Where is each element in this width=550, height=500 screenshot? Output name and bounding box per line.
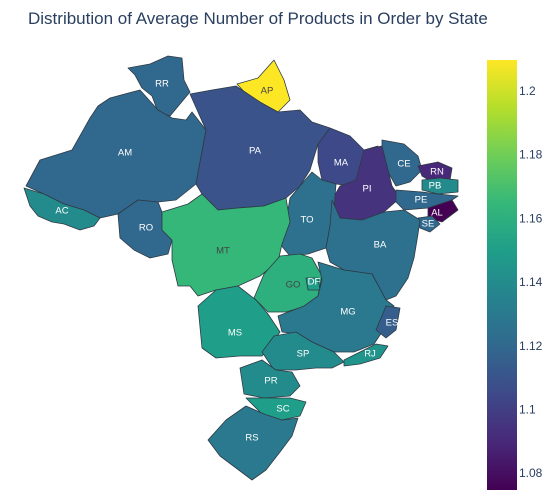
colorbar-tick-label: 1.18 — [519, 148, 543, 162]
state-label-sc: SC — [276, 404, 289, 415]
chart-title: Distribution of Average Number of Produc… — [28, 9, 488, 28]
state-pr[interactable] — [239, 359, 301, 399]
state-label-rr: RR — [155, 79, 169, 90]
state-es[interactable] — [375, 305, 401, 339]
state-label-ms: MS — [228, 328, 242, 339]
state-label-es: ES — [386, 318, 399, 329]
colorbar-tick-label: 1.12 — [519, 339, 543, 353]
state-label-pb: PB — [429, 181, 442, 192]
state-ac[interactable] — [23, 187, 101, 231]
state-ba[interactable] — [325, 199, 421, 301]
state-label-sp: SP — [297, 349, 310, 360]
state-label-ma: MA — [334, 158, 349, 169]
state-label-pr: PR — [264, 376, 277, 387]
state-label-al: AL — [431, 208, 443, 219]
state-label-mt: MT — [216, 246, 230, 257]
state-label-ce: CE — [397, 159, 410, 170]
state-rs[interactable] — [207, 405, 299, 481]
state-label-ac: AC — [55, 206, 68, 217]
state-label-df: DF — [308, 277, 321, 288]
state-label-pi: PI — [363, 184, 372, 195]
colorbar-tick-label: 1.14 — [519, 275, 543, 289]
colorbar — [487, 60, 517, 490]
state-label-ro: RO — [139, 223, 153, 234]
state-rr[interactable] — [127, 55, 191, 117]
state-pb[interactable] — [421, 177, 459, 195]
state-label-ap: AP — [261, 86, 274, 97]
state-label-pe: PE — [415, 195, 428, 206]
state-label-se: SE — [422, 219, 435, 230]
state-label-pa: PA — [249, 146, 262, 157]
state-label-rj: RJ — [364, 349, 376, 360]
state-se[interactable] — [417, 215, 441, 233]
colorbar-tick-label: 1.16 — [519, 211, 543, 225]
state-label-am: AM — [118, 148, 132, 159]
colorbar-tick-label: 1.1 — [519, 403, 536, 417]
colorbar-tick-label: 1.2 — [519, 84, 536, 98]
state-label-go: GO — [286, 280, 301, 291]
state-label-mg: MG — [340, 307, 355, 318]
colorbar-tick-label: 1.08 — [519, 466, 543, 480]
state-label-to: TO — [300, 215, 313, 226]
state-rj[interactable] — [343, 343, 389, 367]
state-label-rs: RS — [245, 433, 258, 444]
state-label-ba: BA — [374, 240, 387, 251]
state-label-rn: RN — [430, 167, 444, 178]
